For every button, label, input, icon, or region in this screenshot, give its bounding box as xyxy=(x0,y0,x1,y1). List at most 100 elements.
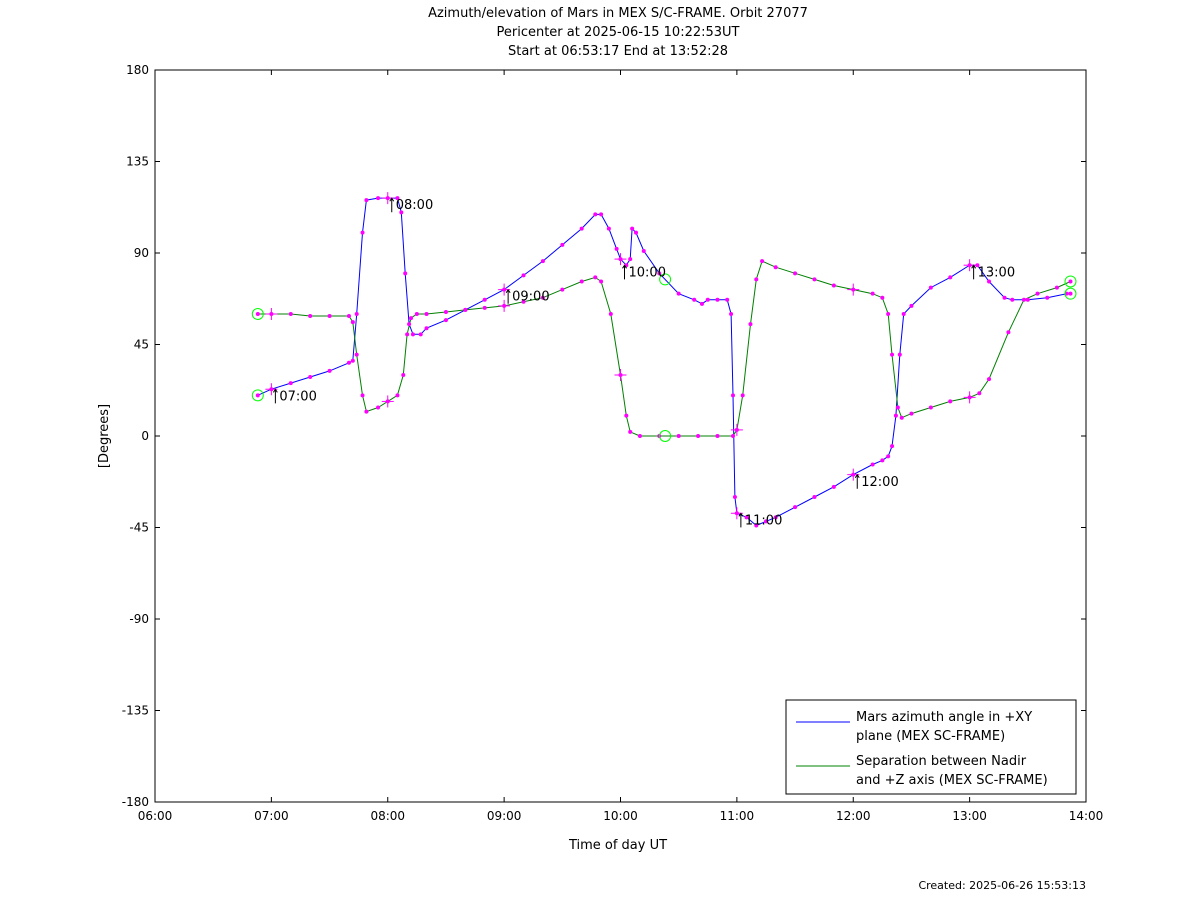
data-point-dot xyxy=(870,462,875,467)
data-point-dot xyxy=(895,405,900,410)
x-tick-label: 11:00 xyxy=(720,809,755,823)
data-point-dot xyxy=(740,393,745,398)
data-point-dot xyxy=(730,393,735,398)
data-point-dot xyxy=(288,381,293,386)
data-point-dot xyxy=(948,275,953,280)
data-point-dot xyxy=(870,291,875,296)
x-tick-label: 13:00 xyxy=(952,809,987,823)
legend-separation-line1: Separation between Nadir xyxy=(856,754,1027,769)
data-point-dot xyxy=(1006,330,1011,335)
data-point-dot xyxy=(831,484,836,489)
y-tick-label: -90 xyxy=(129,612,149,626)
data-point-dot xyxy=(987,377,992,382)
event-circle-marker xyxy=(251,389,264,402)
data-point-dot xyxy=(395,196,400,201)
hour-annotation-arrowhead xyxy=(738,512,744,517)
data-point-dot xyxy=(364,198,369,203)
data-point-dot xyxy=(424,312,429,316)
data-point-dot xyxy=(948,399,953,404)
data-point-dot xyxy=(893,413,898,418)
y-tick-label: -135 xyxy=(122,704,149,718)
x-tick-label: 08:00 xyxy=(370,809,405,823)
data-point-dot xyxy=(793,271,798,276)
chart-subtitle-pericenter: Pericenter at 2025-06-15 10:22:53UT xyxy=(496,25,739,40)
data-point-dot xyxy=(880,458,885,463)
data-point-dot xyxy=(540,295,545,300)
data-point-dot xyxy=(890,444,895,449)
event-circle-marker xyxy=(659,430,672,442)
plot-area-frame xyxy=(154,69,1087,803)
data-point-dot xyxy=(405,332,410,337)
data-point-dot xyxy=(880,295,885,300)
data-point-dot xyxy=(812,277,817,282)
hour-annotation-arrowhead xyxy=(971,264,977,269)
data-point-dot xyxy=(763,519,768,524)
data-point-dot xyxy=(732,495,737,499)
data-point-dot xyxy=(812,495,817,499)
data-point-dot xyxy=(403,271,408,276)
data-point-dot xyxy=(773,265,778,270)
data-point-dot xyxy=(364,409,369,414)
hour-annotation-label: 09:00 xyxy=(512,290,549,305)
data-point-dot xyxy=(744,515,749,520)
data-point-dot xyxy=(606,226,611,231)
data-point-dot xyxy=(676,291,681,296)
data-point-dot xyxy=(399,210,404,215)
x-axis-label: Time of day UT xyxy=(568,838,667,853)
data-point-dot xyxy=(890,352,895,357)
data-point-dot xyxy=(376,196,381,201)
event-circle-marker xyxy=(251,308,264,320)
data-point-dot xyxy=(657,271,662,276)
x-tick-label: 06:00 xyxy=(138,809,173,823)
data-point-dot xyxy=(748,322,753,327)
data-point-dot xyxy=(901,312,906,316)
data-point-dot xyxy=(729,312,734,316)
data-point-dot xyxy=(593,275,598,280)
hour-annotation-label: 13:00 xyxy=(978,265,1015,280)
y-axis: 180 135 90 45 0 -45 -90 -135 -180 xyxy=(122,63,1086,809)
data-point-dot xyxy=(1002,295,1007,300)
data-point-dot xyxy=(327,314,332,319)
data-point-dot xyxy=(410,332,415,337)
data-point-dot xyxy=(614,246,619,251)
data-point-dot xyxy=(288,312,293,316)
legend-separation-line2: and +Z axis (MEX SC-FRAME) xyxy=(856,773,1048,788)
data-point-dot xyxy=(715,297,720,302)
y-tick-label: 90 xyxy=(134,246,149,260)
hour-annotation-arrowhead xyxy=(389,197,395,202)
data-point-dot xyxy=(608,312,613,316)
data-point-dot xyxy=(308,375,313,380)
data-point-dot xyxy=(715,434,720,438)
data-point-dot xyxy=(521,299,526,304)
separation-series-line xyxy=(257,260,1071,437)
data-point-dot xyxy=(1064,291,1069,296)
x-tick-label: 07:00 xyxy=(254,809,289,823)
data-point-dot xyxy=(1054,285,1059,290)
data-point-dot xyxy=(899,415,904,420)
data-point-dot xyxy=(1021,297,1026,302)
data-point-dot xyxy=(928,285,933,290)
data-point-dot xyxy=(975,263,980,268)
data-point-dot xyxy=(599,279,604,284)
x-tick-label: 12:00 xyxy=(836,809,871,823)
data-point-dot xyxy=(409,316,414,321)
data-point-dot xyxy=(692,297,697,302)
data-point-dot xyxy=(395,393,400,398)
data-point-dot xyxy=(754,523,759,528)
data-point-dot xyxy=(579,279,584,284)
data-point-dot xyxy=(443,318,448,323)
data-point-dot xyxy=(599,212,604,217)
data-point-dot xyxy=(463,307,468,312)
data-point-dot xyxy=(418,332,423,337)
data-point-dot xyxy=(773,515,778,520)
hour-annotation-label: 08:00 xyxy=(396,198,433,213)
data-point-dot xyxy=(641,248,646,253)
data-point-dot xyxy=(255,393,260,398)
chart-title: Azimuth/elevation of Mars in MEX S/C-FRA… xyxy=(428,6,808,21)
data-point-dot xyxy=(1035,291,1040,296)
hour-annotation-arrowhead xyxy=(854,473,860,479)
data-point-dot xyxy=(637,434,642,438)
data-point-dot xyxy=(308,314,313,319)
chart-subtitle-start-end: Start at 06:53:17 End at 13:52:28 xyxy=(508,44,728,59)
